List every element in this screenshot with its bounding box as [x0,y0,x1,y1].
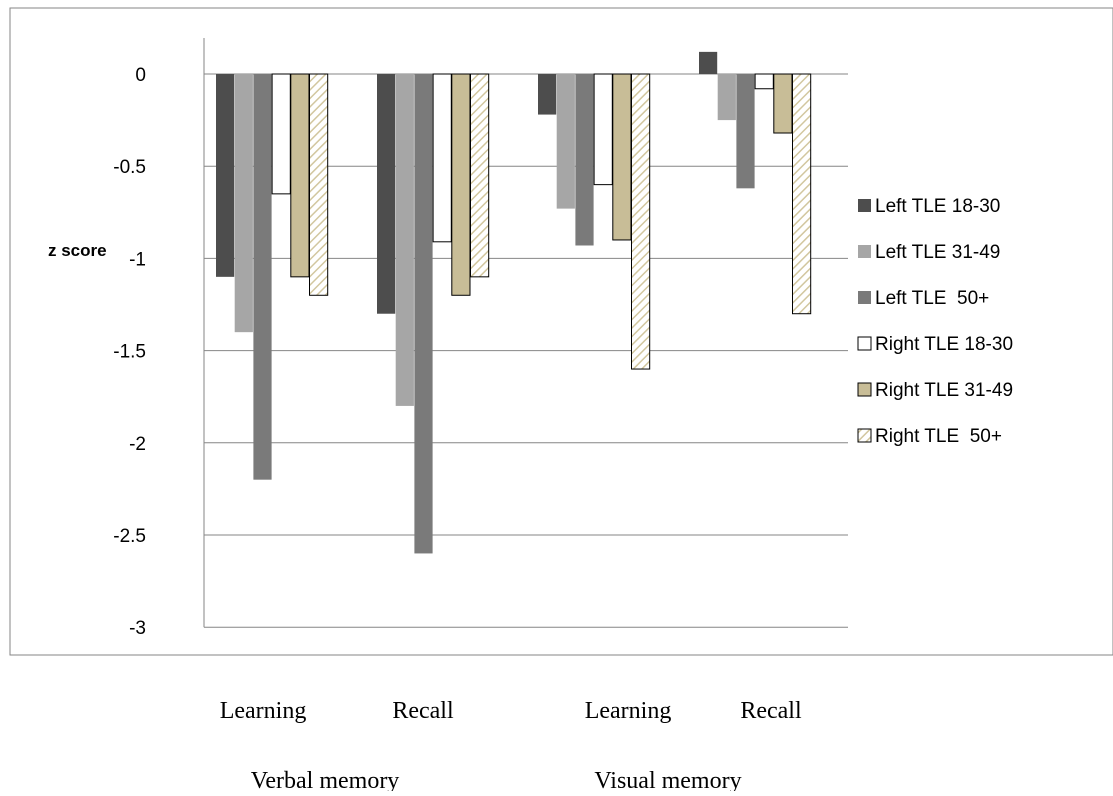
legend-label: Left TLE 31-49 [875,242,1000,263]
legend-label: Right TLE 18-30 [875,334,1013,355]
legend-swatch [857,336,872,351]
y-tick-label: -1.5 [113,342,146,363]
legend-swatch [858,199,871,212]
legend-swatch [857,428,872,443]
bar [538,74,557,115]
legend-label: Left TLE 18-30 [875,196,1000,217]
y-tick-label: 0 [135,65,146,86]
bar [593,73,613,186]
bar [754,73,774,90]
y-tick-label: -1 [129,249,146,270]
x-tick-label: Recall [392,698,454,724]
bar [631,73,651,370]
bar [290,73,310,278]
bar [271,73,291,195]
legend-swatch [857,382,872,397]
bar [216,74,235,277]
group-label: Verbal memory [251,768,400,791]
x-tick-label: Learning [585,698,672,724]
bar [736,74,755,189]
bar [309,73,329,296]
y-tick-label: -2.5 [113,526,146,547]
bar [377,74,396,314]
y-tick-label: -0.5 [113,157,146,178]
bar [612,73,632,241]
bar [699,51,718,74]
bar [773,73,793,134]
legend-label: Right TLE 31-49 [875,380,1013,401]
y-tick-label: -2 [129,434,146,455]
bar [414,74,433,554]
x-tick-label: Learning [220,698,307,724]
y-axis-label: z score [48,241,107,260]
bar [717,74,736,121]
x-tick-label: Recall [740,698,802,724]
legend-swatch [858,291,871,304]
legend-label: Right TLE 50+ [875,426,1002,447]
bar [556,74,575,209]
bar [234,74,253,333]
y-tick-label: -3 [129,618,146,639]
bar [792,73,812,315]
legend-swatch [858,245,871,258]
bar [432,73,452,243]
bar [575,74,594,246]
bar [470,73,490,278]
bar [451,73,471,296]
bar [395,74,414,406]
legend-label: Left TLE 50+ [875,288,989,309]
group-label: Visual memory [594,768,741,791]
bar [253,74,272,480]
